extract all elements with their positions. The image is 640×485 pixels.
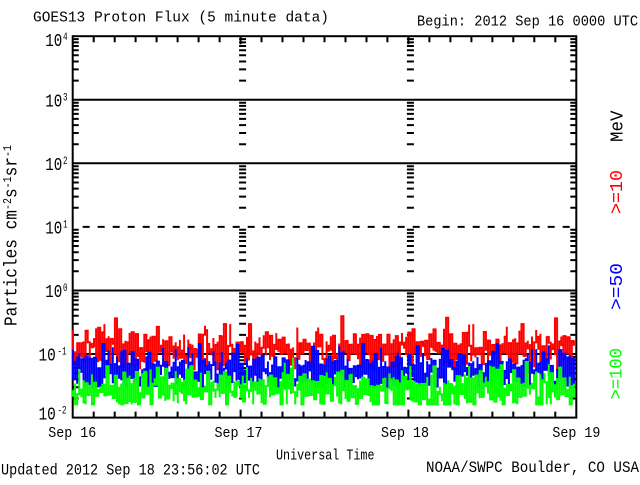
svg-text:10: 10	[45, 32, 62, 52]
svg-text:GOES13 Proton Flux (5 minute d: GOES13 Proton Flux (5 minute data)	[33, 11, 329, 27]
svg-text:Sep 16: Sep 16	[48, 426, 96, 442]
svg-text:10: 10	[39, 405, 56, 425]
svg-text:Updated 2012 Sep 18 23:56:02 U: Updated 2012 Sep 18 23:56:02 UTC	[1, 462, 260, 480]
svg-text:10: 10	[39, 347, 56, 367]
svg-text:0: 0	[63, 283, 68, 295]
svg-text:Sep 19: Sep 19	[552, 426, 600, 442]
svg-text:Begin: 2012 Sep 16 0000 UTC: Begin: 2012 Sep 16 0000 UTC	[417, 13, 638, 31]
svg-text:1: 1	[63, 220, 68, 232]
svg-text:-2: -2	[58, 406, 67, 418]
svg-text:10: 10	[45, 283, 62, 303]
svg-text:Sep 18: Sep 18	[381, 426, 429, 442]
svg-text:-1: -1	[58, 347, 67, 359]
svg-text:10: 10	[45, 219, 62, 239]
svg-text:10: 10	[45, 92, 62, 112]
svg-text:>=10: >=10	[607, 170, 628, 214]
svg-text:4: 4	[63, 32, 68, 44]
svg-text:3: 3	[63, 92, 68, 104]
svg-text:Universal Time: Universal Time	[276, 449, 375, 465]
svg-text:>=100: >=100	[607, 348, 628, 400]
svg-text:MeV: MeV	[608, 111, 629, 143]
svg-text:Sep 17: Sep 17	[215, 426, 263, 442]
svg-text:>=50: >=50	[607, 263, 628, 310]
svg-text:2: 2	[63, 156, 68, 168]
svg-text:NOAA/SWPC Boulder, CO USA: NOAA/SWPC Boulder, CO USA	[426, 459, 640, 477]
svg-text:Particles cm-2s-1sr-1: Particles cm-2s-1sr-1	[2, 145, 23, 326]
svg-text:10: 10	[45, 156, 62, 176]
